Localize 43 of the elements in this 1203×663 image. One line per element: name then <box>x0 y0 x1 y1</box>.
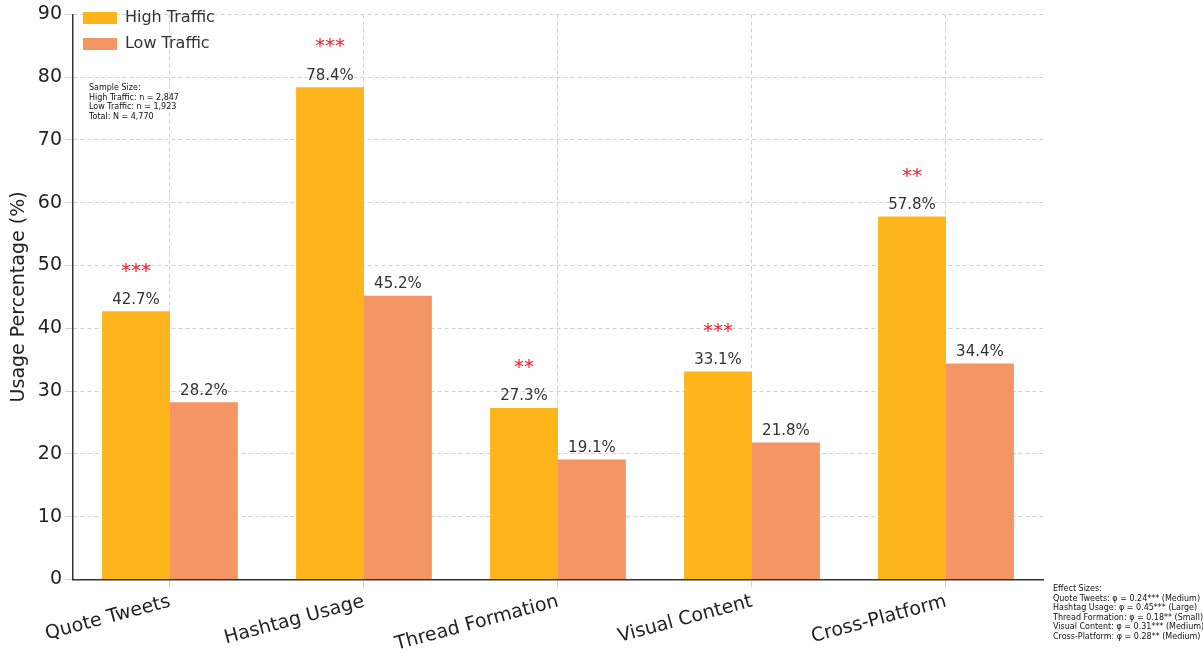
bar <box>751 442 820 579</box>
y-tick-label: 70 <box>37 126 62 149</box>
annotation: *** <box>121 257 152 282</box>
bar <box>169 402 238 579</box>
data-label: 33.1% <box>694 350 742 368</box>
legend-label: Low Traffic <box>124 33 210 53</box>
y-tick-label: 0 <box>49 566 62 589</box>
data-label: 21.8% <box>762 420 810 439</box>
y-tick-label: 20 <box>37 440 62 463</box>
annotation: Sample Size: High Traffic: n = 2,847 Low Traffic: n = 1,923 Total: N = 4,770 <box>87 83 179 121</box>
bar <box>557 459 626 579</box>
bar <box>102 311 170 579</box>
bar <box>363 295 432 579</box>
y-axis-title: Usage Percentage (%) <box>6 191 29 403</box>
data-label: 27.3% <box>500 386 548 405</box>
legend-label: High Traffic <box>124 7 215 27</box>
bar <box>296 87 364 579</box>
data-label: 34.4% <box>956 341 1004 360</box>
data-label: 45.2% <box>374 274 422 293</box>
y-tick-label: 60 <box>37 189 62 212</box>
annotation: ** <box>902 162 923 187</box>
data-label: 42.7% <box>112 289 160 308</box>
y-tick-label: 50 <box>37 252 62 275</box>
data-label: 57.8% <box>888 194 936 213</box>
x-tick-label: Hashtag Usage <box>221 588 367 648</box>
x-tick-label: Visual Content <box>615 588 755 646</box>
data-label: 78.4% <box>306 65 354 84</box>
y-tick-label: 30 <box>37 378 62 400</box>
data-label: 19.1% <box>568 437 616 456</box>
y-tick-label: 10 <box>37 503 62 526</box>
text: Effect Sizes: Quote Tweets: φ = 0.24*** (Medium) Hashtag Usage: φ = 0.45*** (Large) Thread Formation: φ = 0.18** (Small) Visual Content: φ = 0.31*** (Medium) Cross-Platform: φ = 0.28** (Medium) <box>1053 584 1203 641</box>
annotation: *** <box>703 317 734 342</box>
data-label: 28.2% <box>180 380 228 399</box>
y-tick-label: 80 <box>37 64 62 87</box>
annotation: ** <box>514 354 535 379</box>
bar <box>490 408 558 579</box>
bar <box>878 216 946 579</box>
x-tick-label: Quote Tweets <box>42 588 173 644</box>
y-tick-label: 40 <box>37 315 62 338</box>
bar <box>946 363 1014 579</box>
y-tick-label: 90 <box>37 1 62 24</box>
annotation: *** <box>315 33 346 58</box>
bar <box>684 371 752 579</box>
